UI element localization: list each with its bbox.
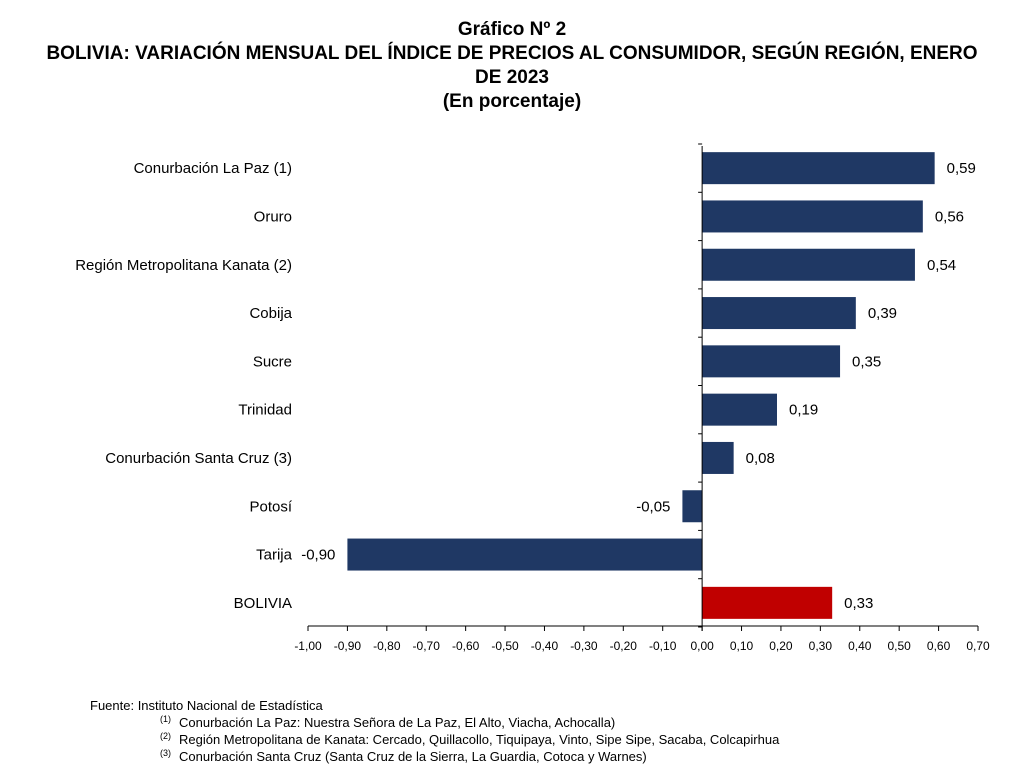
x-tick-label: 0,60 bbox=[927, 639, 951, 653]
category-label: Oruro bbox=[254, 208, 292, 225]
x-tick-label: -0,80 bbox=[373, 639, 401, 653]
bar bbox=[702, 393, 777, 426]
x-tick-label: -0,20 bbox=[610, 639, 638, 653]
x-tick-label: -1,00 bbox=[294, 639, 322, 653]
bar bbox=[682, 490, 703, 523]
footnotes: Fuente: Instituto Nacional de Estadístic… bbox=[90, 697, 779, 765]
data-label: 0,19 bbox=[789, 402, 818, 419]
footnote-text: Región Metropolitana de Kanata: Cercado,… bbox=[179, 732, 780, 747]
x-tick-label: 0,40 bbox=[848, 639, 872, 653]
category-label: Trinidad bbox=[238, 402, 292, 419]
footnote-1: (1) Conurbación La Paz: Nuestra Señora de… bbox=[90, 714, 779, 731]
footnote-text: Conurbación Santa Cruz (Santa Cruz de la… bbox=[179, 749, 647, 764]
chart-subtitle: (En porcentaje) bbox=[442, 91, 582, 112]
bar bbox=[702, 586, 833, 619]
bar-chart: Conurbación La Paz (1) 0,59 Oruro 0,56 Regió… bbox=[75, 143, 990, 653]
data-label: 0,35 bbox=[852, 353, 881, 370]
x-tick-label: 0,00 bbox=[690, 639, 714, 653]
data-label: -0,05 bbox=[636, 498, 670, 515]
x-tick-label: -0,70 bbox=[413, 639, 441, 653]
x-tick-label: 0,30 bbox=[809, 639, 833, 653]
footnote-2: (2) Región Metropolitana de Kanata: Cerca… bbox=[90, 731, 779, 748]
x-tick-label: -0,40 bbox=[531, 639, 559, 653]
source-note: Fuente: Instituto Nacional de Estadístic… bbox=[90, 698, 323, 713]
bar bbox=[702, 200, 923, 233]
x-tick-label: 0,50 bbox=[887, 639, 911, 653]
bar bbox=[347, 538, 703, 571]
x-tick-label: 0,10 bbox=[730, 639, 754, 653]
x-tick-label: 0,20 bbox=[769, 639, 793, 653]
x-tick-label: -0,90 bbox=[334, 639, 362, 653]
footnote-3: (3) Conurbación Santa Cruz (Santa Cruz de… bbox=[90, 748, 779, 765]
data-label: 0,39 bbox=[868, 305, 897, 322]
data-label: -0,90 bbox=[301, 547, 335, 564]
data-label: 0,33 bbox=[844, 595, 873, 612]
x-tick-label: 0,70 bbox=[966, 639, 990, 653]
chart-number: Gráfico Nº 2 bbox=[457, 19, 567, 40]
bar bbox=[702, 297, 856, 330]
footnote-mark: (1) bbox=[160, 713, 171, 724]
category-label: Tarija bbox=[256, 547, 293, 564]
data-label: 0,56 bbox=[935, 208, 964, 225]
category-label: Conurbación Santa Cruz (3) bbox=[105, 450, 292, 467]
data-label: 0,54 bbox=[927, 257, 956, 274]
category-label: Conurbación La Paz (1) bbox=[134, 160, 292, 177]
x-tick-label: -0,50 bbox=[491, 639, 519, 653]
bar bbox=[702, 248, 915, 281]
footnote-mark: (2) bbox=[160, 730, 171, 741]
category-label: Cobija bbox=[249, 305, 292, 322]
footnote-text: Conurbación La Paz: Nuestra Señora de La… bbox=[179, 715, 616, 730]
x-tick-label: -0,30 bbox=[570, 639, 598, 653]
bar bbox=[702, 441, 734, 474]
chart-title: BOLIVIA: VARIACIÓN MENSUAL DEL ÍNDICE DE… bbox=[46, 43, 978, 88]
x-tick-label: -0,10 bbox=[649, 639, 677, 653]
category-label: Potosí bbox=[249, 498, 292, 515]
x-tick-label: -0,60 bbox=[452, 639, 480, 653]
bar bbox=[702, 345, 841, 378]
chart-title-block: Gráfico Nº 2 BOLIVIA: VARIACIÓN MENSUAL … bbox=[0, 18, 1024, 114]
category-label: Región Metropolitana Kanata (2) bbox=[75, 257, 292, 274]
data-label: 0,59 bbox=[947, 160, 976, 177]
footnote-mark: (3) bbox=[160, 747, 171, 758]
category-label: BOLIVIA bbox=[234, 595, 292, 612]
data-label: 0,08 bbox=[746, 450, 775, 467]
bar bbox=[702, 152, 935, 185]
category-label: Sucre bbox=[253, 353, 292, 370]
